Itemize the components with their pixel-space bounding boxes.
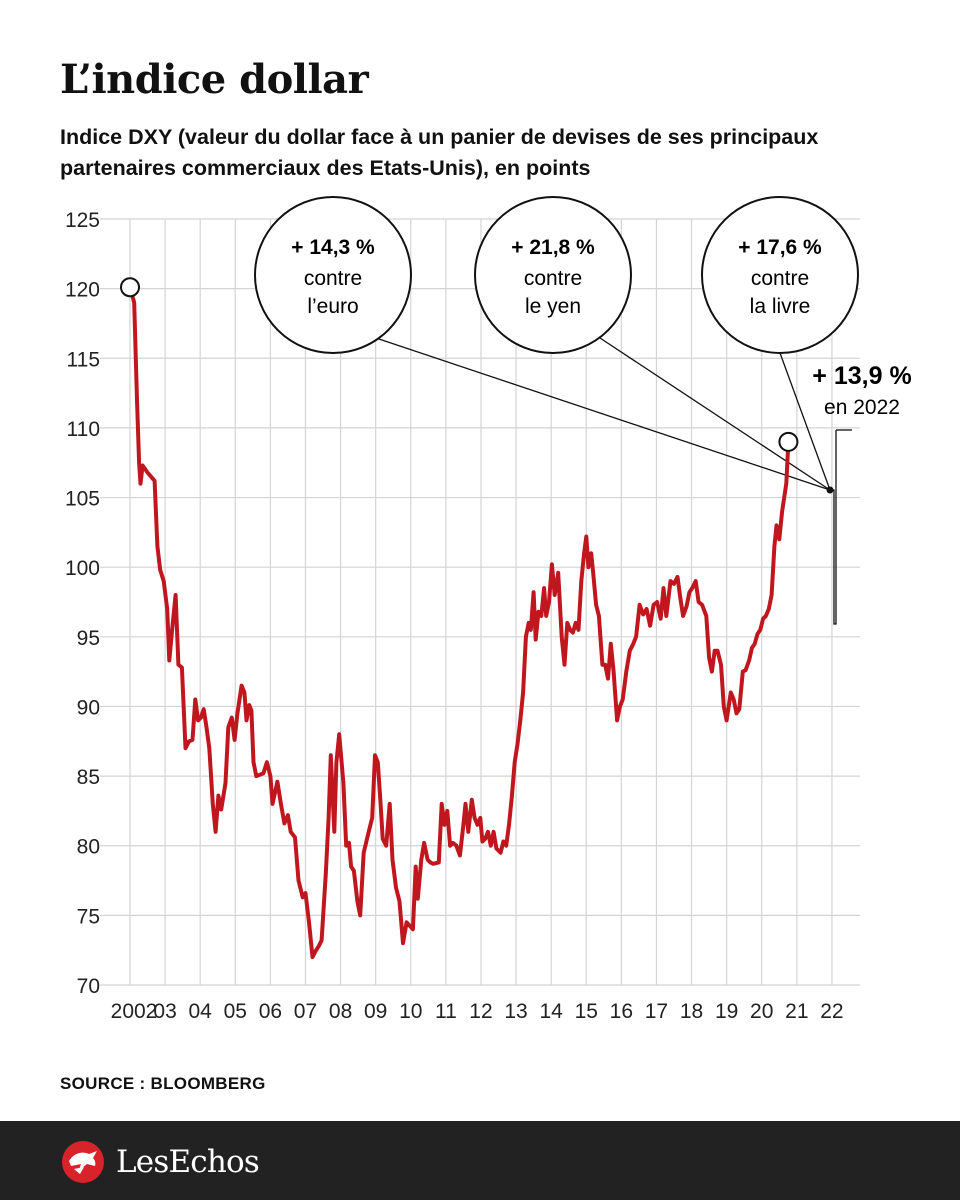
x-tick-label: 2002 bbox=[111, 1000, 158, 1023]
x-tick-label: 17 bbox=[645, 1000, 668, 1023]
x-tick-label: 10 bbox=[399, 1000, 422, 1023]
x-tick-label: 04 bbox=[189, 1000, 213, 1023]
annotation-euro-line1: contre bbox=[304, 267, 362, 290]
y-tick-label: 75 bbox=[77, 905, 100, 928]
x-tick-label: 11 bbox=[435, 1000, 457, 1023]
start-point-marker bbox=[120, 277, 140, 298]
x-tick-label: 08 bbox=[329, 1000, 352, 1023]
annotation-euro-circle bbox=[254, 196, 412, 354]
y-tick-label: 120 bbox=[65, 279, 100, 302]
x-tick-label: 15 bbox=[575, 1000, 598, 1023]
annotation-yen-line1: contre bbox=[524, 267, 582, 290]
x-tick-label: 07 bbox=[294, 1000, 317, 1023]
y-tick-label: 110 bbox=[67, 418, 100, 441]
y-tick-label: 80 bbox=[77, 836, 100, 859]
x-tick-label: 19 bbox=[715, 1000, 738, 1023]
x-tick-label: 14 bbox=[539, 1000, 563, 1023]
y-tick-label: 125 bbox=[65, 209, 100, 232]
y-tick-label: 85 bbox=[77, 766, 100, 789]
source-note: SOURCE : BLOOMBERG bbox=[60, 1074, 266, 1093]
annotation-leader-lines bbox=[375, 337, 852, 625]
y-tick-label: 115 bbox=[67, 348, 100, 371]
annotation-yen: + 21,8 % contre le yen bbox=[474, 196, 632, 354]
annotation-leader-0 bbox=[375, 337, 831, 491]
footer-bar: LesEchos bbox=[0, 1121, 960, 1200]
annotation-euro-line2: l’euro bbox=[307, 295, 358, 318]
y-tick-label: 95 bbox=[77, 627, 100, 650]
x-tick-label: 20 bbox=[750, 1000, 773, 1023]
x-tick-label: 06 bbox=[259, 1000, 282, 1023]
annotation-livre-line1: contre bbox=[751, 267, 809, 290]
annotation-livre: + 17,6 % contre la livre bbox=[701, 196, 859, 354]
series-line-0 bbox=[128, 285, 791, 960]
x-tick-label: 03 bbox=[153, 1000, 176, 1023]
brand: LesEchos bbox=[62, 1141, 260, 1183]
x-tick-label: 21 bbox=[785, 1000, 808, 1023]
x-tick-label: 18 bbox=[680, 1000, 703, 1023]
chart-title: L’indice dollar bbox=[60, 56, 369, 103]
y-tick-label: 90 bbox=[77, 696, 100, 719]
les-echos-logo-icon bbox=[62, 1141, 104, 1183]
chart-subtitle: Indice DXY (valeur du dollar face à un p… bbox=[60, 125, 819, 180]
x-tick-label: 13 bbox=[504, 1000, 527, 1023]
y-tick-label: 100 bbox=[65, 557, 100, 580]
annotation-yen-circle bbox=[474, 196, 632, 354]
endpoint-markers bbox=[120, 277, 799, 452]
annotation-livre-value: + 17,6 % bbox=[738, 236, 822, 259]
annotation-livre-line2: la livre bbox=[750, 295, 811, 318]
x-tick-label: 05 bbox=[224, 1000, 247, 1023]
end-point-marker bbox=[778, 431, 799, 452]
annotation-euro: + 14,3 % contre l’euro bbox=[254, 196, 412, 354]
x-tick-label: 09 bbox=[364, 1000, 387, 1023]
annotation-euro-value: + 14,3 % bbox=[291, 236, 375, 259]
brand-name: LesEchos bbox=[116, 1144, 260, 1180]
annotation-leader-1 bbox=[599, 337, 831, 491]
highlight-value: + 13,9 % bbox=[812, 362, 911, 390]
annotation-yen-value: + 21,8 % bbox=[511, 236, 595, 259]
y-axis: 70 75 80 85 90 95 100 105 110 115 120 125 bbox=[65, 209, 100, 998]
annotation-yen-line2: le yen bbox=[525, 295, 581, 318]
x-tick-label: 12 bbox=[469, 1000, 492, 1023]
y-tick-label: 70 bbox=[77, 975, 100, 998]
annotation-leader-2 bbox=[779, 352, 831, 491]
highlight-bracket bbox=[830, 430, 837, 625]
x-tick-label: 16 bbox=[610, 1000, 633, 1023]
annotation-livre-circle bbox=[701, 196, 859, 354]
y-tick-label: 105 bbox=[65, 488, 100, 511]
highlight-label: en 2022 bbox=[824, 396, 900, 419]
series-group bbox=[128, 285, 791, 960]
x-tick-label: 22 bbox=[820, 1000, 843, 1023]
